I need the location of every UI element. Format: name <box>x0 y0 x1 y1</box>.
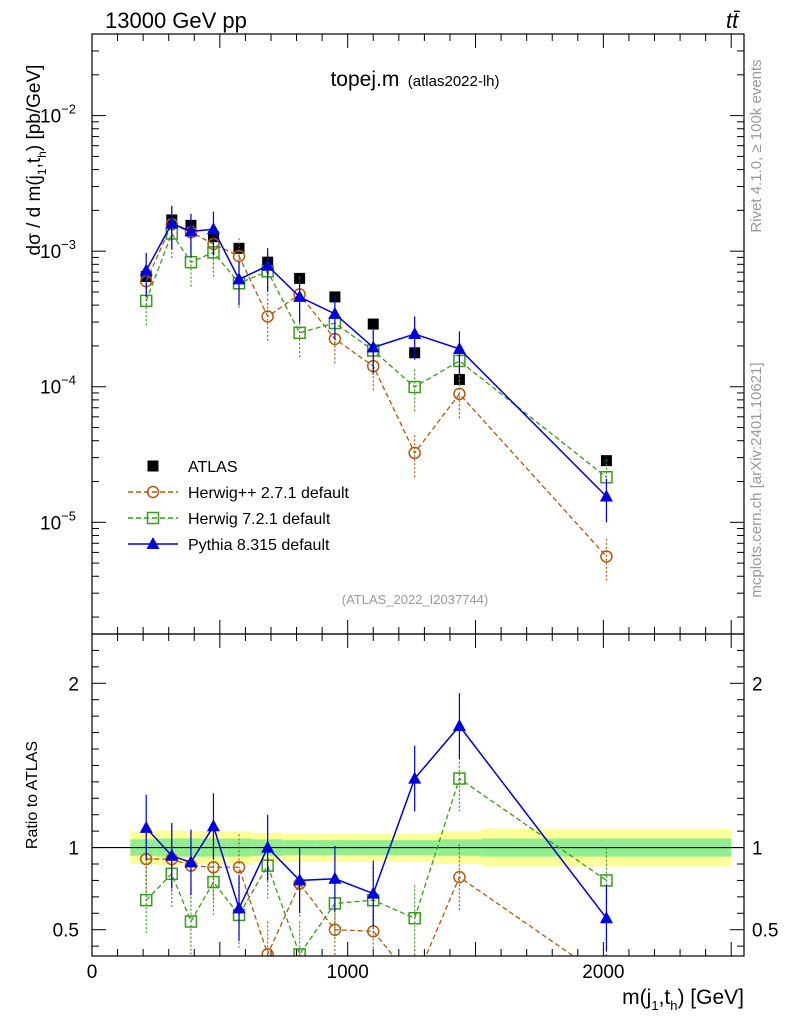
y-tick-exponent: −2 <box>61 102 76 117</box>
axis-ticks <box>91 33 744 956</box>
rivet-version-label: Rivet 4.1.0, ≥ 100k events <box>748 59 765 232</box>
ratio-point <box>184 855 198 868</box>
ratio-point <box>452 719 466 731</box>
ratio-line <box>145 777 607 956</box>
y-tick-label: 10−2 <box>40 102 76 128</box>
data-point <box>452 341 466 354</box>
ratio-point <box>165 848 179 861</box>
ratio-series-solid-triangle <box>139 693 613 952</box>
y-tick-exponent: −4 <box>61 373 76 388</box>
ratio-point <box>453 870 466 884</box>
data-point <box>367 318 379 330</box>
ratio-y-tick-label-left: 2 <box>68 674 79 695</box>
ratio-y-axis-title: Ratio to ATLAS <box>24 741 41 849</box>
data-point <box>261 258 275 271</box>
legend-label: Herwig++ 2.7.1 default <box>188 485 350 502</box>
legend: ATLAS Herwig++ 2.7.1 default Herwig 7.2.1 … <box>128 459 350 554</box>
data-point <box>293 289 307 302</box>
series-line <box>145 223 607 557</box>
x-axis-title: m(j1,th) [GeV] <box>622 986 744 1013</box>
ratio-y-tick-label-right: 2 <box>752 674 763 695</box>
ratio-point <box>139 820 153 833</box>
ratio-point <box>207 875 220 889</box>
data-point <box>165 216 179 229</box>
ratio-point <box>409 977 420 988</box>
ratio-line <box>145 724 608 919</box>
legend-marker <box>147 460 159 472</box>
process-label: tt̄ <box>726 8 741 33</box>
ratio-y-tick-label-left: 1 <box>68 839 79 860</box>
ratio-point <box>139 893 153 907</box>
ratio-point <box>328 871 342 884</box>
ratio-y-tick-label-right: 1 <box>752 839 763 860</box>
ratio-point <box>293 948 306 956</box>
data-point <box>408 380 421 394</box>
y-tick-exponent: −3 <box>61 237 76 252</box>
data-point <box>408 326 422 339</box>
x-tick-label: 2000 <box>582 962 624 983</box>
legend-item: Herwig++ 2.7.1 default <box>128 485 350 502</box>
legend-label: Pythia 8.315 default <box>188 537 330 554</box>
ratio-point <box>261 840 275 853</box>
ratio-point <box>366 886 380 899</box>
plot-title-sub: (atlas2022-lh) <box>408 73 500 90</box>
ratio-point <box>408 771 422 784</box>
legend-label: Herwig 7.2.1 default <box>188 511 331 528</box>
y-tick-exponent: −5 <box>61 508 76 523</box>
ratio-point <box>453 772 466 785</box>
ratio-y-tick-label-right: 0.5 <box>752 921 778 942</box>
data-point <box>453 387 466 401</box>
ratio-point <box>232 901 246 914</box>
legend-marker <box>146 511 160 525</box>
ratio-point <box>184 915 198 928</box>
data-point <box>139 263 153 276</box>
ratio-line <box>146 858 575 956</box>
main-panel <box>139 205 613 583</box>
ratio-frame <box>91 633 745 957</box>
ratio-panel <box>92 693 744 988</box>
data-point <box>600 550 613 563</box>
series-line <box>145 222 607 498</box>
plot-title-main: topej.m <box>330 68 399 91</box>
x-tick-label: 1000 <box>327 962 369 983</box>
ratio-point <box>261 948 274 956</box>
data-point <box>599 489 613 502</box>
y-tick-label: 10−5 <box>40 508 76 534</box>
data-point <box>232 272 246 285</box>
x-tick-label: 0 <box>87 962 98 983</box>
data-point <box>366 340 380 353</box>
data-point <box>408 446 421 460</box>
ratio-point <box>599 911 613 924</box>
main-y-axis-title: dσ / d m(j1,th) [pb/GeV] <box>24 65 49 256</box>
ratio-point <box>232 861 246 874</box>
legend-label: ATLAS <box>188 459 238 476</box>
series-data <box>140 214 612 467</box>
energy-label: 13000 GeV pp <box>105 8 247 33</box>
data-point <box>206 222 220 235</box>
legend-item: Pythia 8.315 default <box>128 537 330 554</box>
panel-frames <box>91 33 745 957</box>
ratio-point <box>408 911 421 925</box>
legend-item: ATLAS <box>147 459 238 476</box>
data-point <box>328 306 342 319</box>
data-point <box>261 310 274 323</box>
series-solid-triangle <box>139 205 613 523</box>
tick-labels: 10−5 10−4 10−3 10−2 0.5 0.5 1 1 2 2 0 1000 2000 <box>40 102 778 983</box>
data-point <box>232 249 246 263</box>
legend-marker <box>146 485 160 499</box>
ratio-point <box>206 819 220 832</box>
plot-title: topej.m (atlas2022-lh) <box>330 68 499 91</box>
data-point <box>184 224 198 237</box>
legend-item: Herwig 7.2.1 default <box>128 511 331 528</box>
legend-marker <box>146 537 160 549</box>
ratio-y-tick-label-left: 0.5 <box>53 921 79 942</box>
y-tick-label: 10−4 <box>40 373 76 399</box>
data-point <box>293 326 306 340</box>
mcplots-label: mcplots.cern.ch [arXiv:2401.10621] <box>748 362 765 597</box>
analysis-id: (ATLAS_2022_I2037744) <box>342 592 488 607</box>
y-tick-label: 10−3 <box>40 237 76 263</box>
ratio-point <box>293 873 307 886</box>
